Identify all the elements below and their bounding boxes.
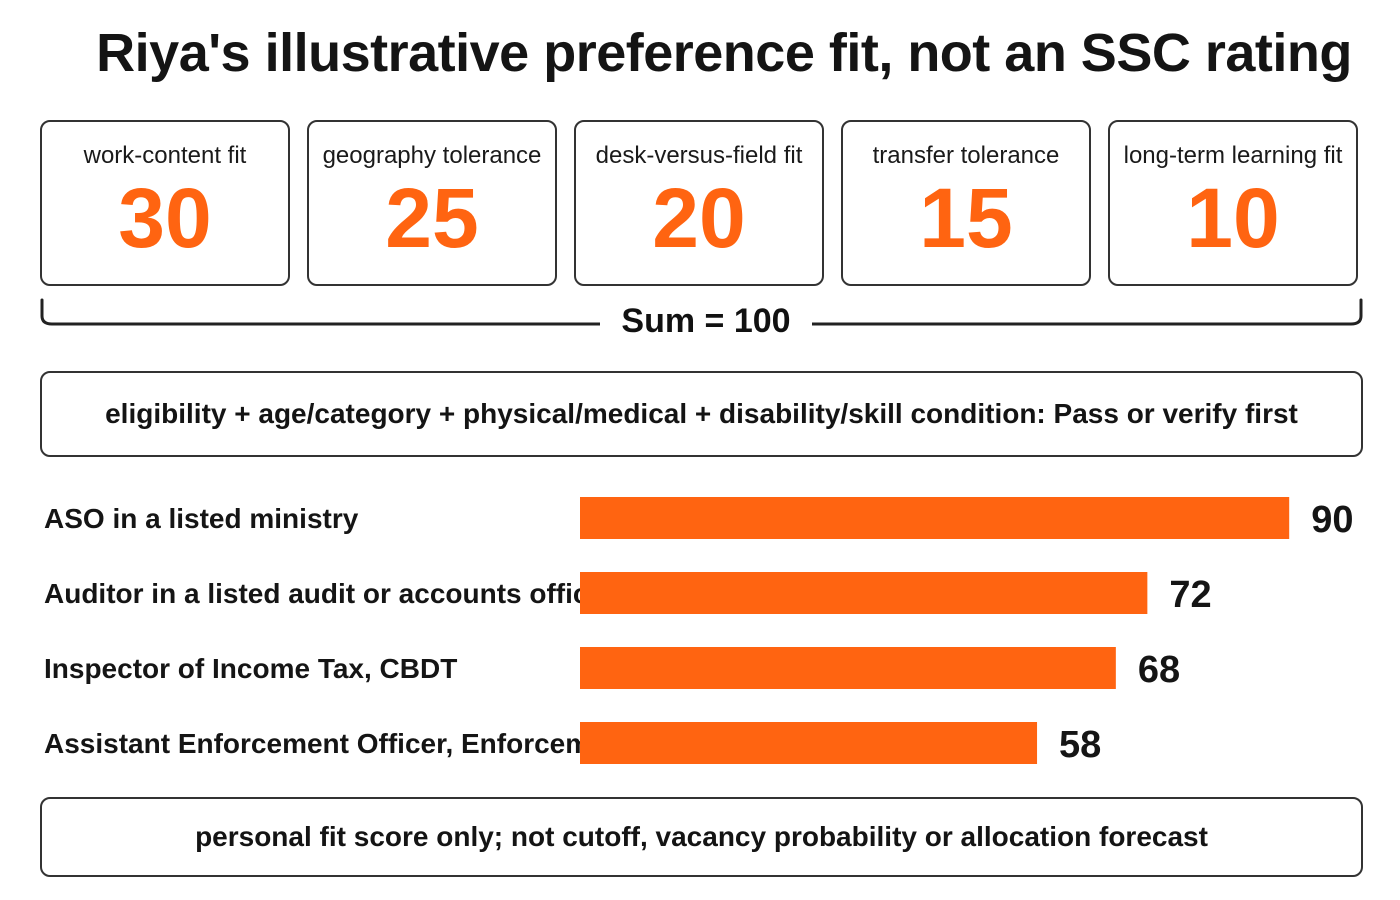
weight-label: transfer tolerance xyxy=(872,142,1060,169)
weight-cards: work-content fit 30 geography tolerance … xyxy=(40,120,1363,290)
bar xyxy=(580,497,1290,539)
bar xyxy=(580,572,1148,614)
chart-title: Riya's illustrative preference fit, not … xyxy=(96,23,1352,83)
weight-card-learning: long-term learning fit 10 xyxy=(1108,120,1358,286)
bar xyxy=(580,722,1038,764)
bar-category-label: Auditor in a listed audit or accounts of… xyxy=(44,578,604,609)
bar-value-label: 68 xyxy=(1138,649,1180,691)
fit-bar-chart: ASO in a listed ministry 90 Auditor in a l… xyxy=(44,497,1353,766)
weight-card-desk-field: desk-versus-field fit 20 xyxy=(574,120,824,286)
bar xyxy=(580,647,1116,689)
weight-value: 15 xyxy=(919,171,1013,265)
weight-label: geography tolerance xyxy=(322,142,542,169)
bar-category-label: Inspector of Income Tax, CBDT xyxy=(44,653,457,684)
bar-category-label: ASO in a listed ministry xyxy=(44,503,359,534)
weight-label: desk-versus-field fit xyxy=(595,142,803,169)
weight-label: work-content fit xyxy=(83,142,247,169)
weight-value: 30 xyxy=(118,171,212,265)
weight-value: 25 xyxy=(385,171,479,265)
bar-value-label: 72 xyxy=(1169,574,1211,616)
weight-card-work-content: work-content fit 30 xyxy=(40,120,290,286)
weight-value: 20 xyxy=(652,171,746,265)
sum-label: Sum = 100 xyxy=(600,302,812,341)
bar-value-label: 58 xyxy=(1059,724,1101,766)
bar-value-label: 90 xyxy=(1311,499,1353,541)
weight-value: 10 xyxy=(1186,171,1280,265)
footnote-box: personal fit score only; not cutoff, vac… xyxy=(40,797,1363,877)
weight-card-geography: geography tolerance 25 xyxy=(307,120,557,286)
weight-label: long-term learning fit xyxy=(1123,142,1343,169)
weight-card-transfer: transfer tolerance 15 xyxy=(841,120,1091,286)
eligibility-rule-text: eligibility + age/category + physical/me… xyxy=(105,398,1298,429)
eligibility-rule-box: eligibility + age/category + physical/me… xyxy=(40,371,1363,457)
footnote-text: personal fit score only; not cutoff, vac… xyxy=(195,821,1208,852)
